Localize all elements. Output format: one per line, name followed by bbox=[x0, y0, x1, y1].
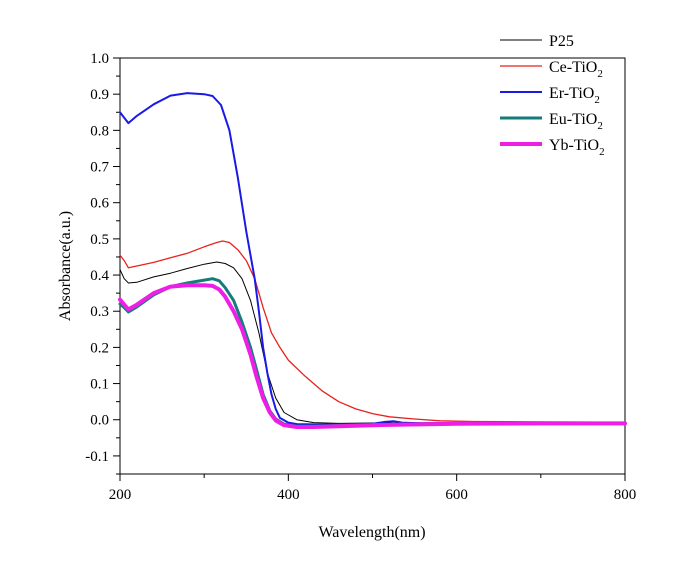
y-tick-label: 0.6 bbox=[90, 196, 109, 212]
y-tick-label: 0.7 bbox=[90, 160, 109, 176]
legend-label-1: P25 bbox=[549, 33, 574, 50]
legend-label-2: Ce-TiO2 bbox=[549, 59, 603, 80]
series-lines bbox=[118, 92, 627, 429]
series-line-4 bbox=[118, 277, 627, 428]
x-axis-title: Wavelength(nm) bbox=[318, 524, 425, 541]
x-tick-label: 600 bbox=[445, 487, 468, 503]
y-tick-label: 0.9 bbox=[90, 87, 109, 103]
series-line-2 bbox=[119, 240, 626, 423]
y-axis-title: Absorbance(a.u.) bbox=[57, 211, 74, 321]
y-tick-label: 0.1 bbox=[90, 377, 109, 393]
y-tick-label: 0.0 bbox=[90, 413, 109, 429]
x-tick-label: 200 bbox=[109, 487, 132, 503]
x-tick-label: 800 bbox=[614, 487, 637, 503]
legend-label-3: Er-TiO2 bbox=[549, 85, 600, 106]
y-axis-ticks: -0.1 0.0 0.1 0.2 0.3 0.4 0.5 0.6 0.7 0.8 0.9 1.0 bbox=[85, 51, 120, 475]
series-line-3 bbox=[119, 92, 626, 426]
series-line-5 bbox=[118, 283, 627, 429]
x-tick-label: 400 bbox=[277, 487, 300, 503]
y-tick-label: 0.3 bbox=[90, 304, 109, 320]
legend-label-4: Eu-TiO2 bbox=[549, 111, 603, 132]
y-tick-label: 1.0 bbox=[90, 51, 109, 67]
y-tick-label: 0.8 bbox=[90, 123, 109, 139]
y-tick-label: -0.1 bbox=[85, 449, 109, 465]
legend: P25 Ce-TiO2 Er-TiO2 Eu-TiO2 Yb-TiO2 bbox=[500, 33, 605, 158]
legend-label-5: Yb-TiO2 bbox=[549, 137, 605, 158]
y-tick-label: 0.5 bbox=[90, 232, 109, 248]
y-tick-label: 0.2 bbox=[90, 340, 109, 356]
y-tick-label: 0.4 bbox=[90, 268, 109, 284]
x-axis-ticks: 200 400 600 800 bbox=[109, 474, 637, 503]
